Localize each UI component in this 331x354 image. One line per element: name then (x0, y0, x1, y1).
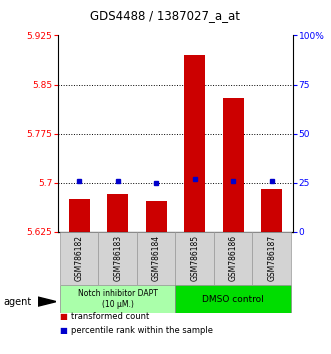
Polygon shape (38, 297, 56, 306)
Bar (223, 98, 244, 232)
Text: agent: agent (3, 297, 31, 307)
Text: ■: ■ (60, 312, 68, 321)
Text: percentile rank within the sample: percentile rank within the sample (71, 326, 213, 336)
Text: GSM786184: GSM786184 (152, 235, 161, 281)
Bar (253, 232, 291, 285)
Text: transformed count: transformed count (71, 312, 149, 321)
Text: Notch inhibitor DAPT
(10 μM.): Notch inhibitor DAPT (10 μM.) (78, 290, 158, 309)
Bar (69, 199, 90, 232)
Bar (146, 201, 167, 232)
Bar (60, 232, 98, 285)
Bar (214, 232, 253, 285)
Text: GSM786183: GSM786183 (113, 235, 122, 281)
Bar (98, 232, 137, 285)
Text: GDS4488 / 1387027_a_at: GDS4488 / 1387027_a_at (90, 10, 241, 22)
Text: GSM786185: GSM786185 (190, 235, 199, 281)
Bar (107, 194, 128, 232)
Bar (175, 232, 214, 285)
Bar (175, 285, 291, 313)
Text: GSM786186: GSM786186 (229, 235, 238, 281)
Text: ■: ■ (60, 326, 68, 336)
Bar (60, 285, 175, 313)
Bar (261, 189, 282, 232)
Text: GSM786187: GSM786187 (267, 235, 276, 281)
Bar (184, 55, 205, 232)
Text: DMSO control: DMSO control (202, 295, 264, 304)
Bar (137, 232, 175, 285)
Text: GSM786182: GSM786182 (74, 235, 84, 281)
